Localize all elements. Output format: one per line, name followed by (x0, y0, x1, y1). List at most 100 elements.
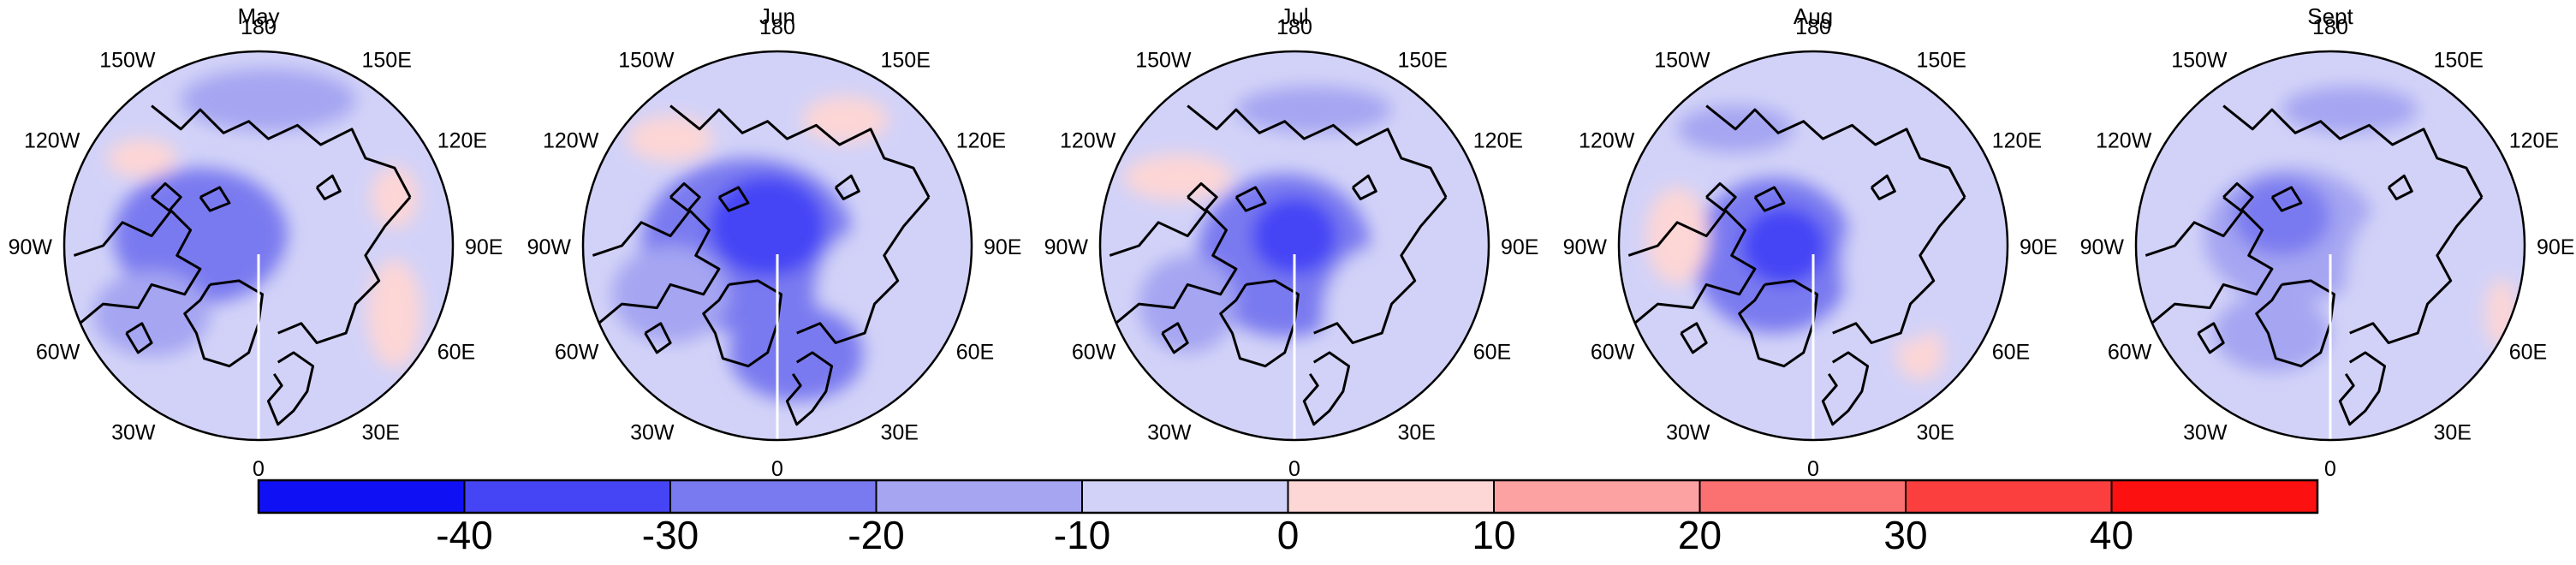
longitude-label: 90E (1501, 235, 1538, 259)
coastline (1627, 209, 1757, 324)
longitude-label: 30W (630, 421, 675, 445)
longitude-label: 60W (1591, 341, 1635, 365)
longitude-label: 150E (1917, 48, 1966, 72)
longitude-label: 30W (1147, 421, 1192, 445)
colorbar-swatch (1287, 479, 1495, 514)
coastline (2222, 104, 2484, 199)
longitude-label: 60W (555, 341, 599, 365)
coastline (277, 196, 412, 344)
colorbar-tick-label: 20 (1678, 513, 1722, 557)
longitude-label: 150E (362, 48, 412, 72)
longitude-label: 150E (881, 48, 931, 72)
longitude-label: 120E (1992, 129, 2042, 153)
longitude-label: 180 (1795, 15, 1831, 39)
longitude-label: 90E (984, 235, 1021, 259)
coastline (1351, 174, 1377, 200)
coastline (183, 279, 264, 368)
coastline (1832, 196, 1966, 344)
panel-title: Jul (1280, 3, 1308, 29)
colorbar-tick-label: 30 (1883, 513, 1927, 557)
coastline (1753, 186, 1786, 212)
coastline (2222, 181, 2254, 212)
field-region (1139, 255, 1236, 353)
field-region (1324, 246, 1441, 382)
field-region (1123, 154, 1233, 201)
coastline (2197, 322, 2225, 354)
coastline (73, 209, 202, 324)
longitude-label: 120E (437, 129, 487, 153)
colorbar-swatch (258, 479, 466, 514)
longitude-label: 120E (2509, 129, 2559, 153)
coastline (717, 186, 750, 212)
coastline (785, 351, 834, 426)
longitude-label: 120W (1579, 129, 1635, 153)
colorbar-swatch (2110, 479, 2318, 514)
coastline (199, 186, 231, 212)
longitude-label: 120W (24, 129, 80, 153)
longitude-label: 30E (1917, 421, 1954, 445)
coastlines (1109, 104, 1448, 426)
longitude-label: 120E (1473, 129, 1523, 153)
colorbar-swatch (1081, 479, 1289, 514)
map-border (1617, 50, 2009, 442)
longitude-label: 60E (437, 341, 475, 365)
field-region (628, 115, 714, 163)
colorbar-swatch (669, 479, 878, 514)
coastline (702, 279, 782, 368)
longitude-label: 0 (1807, 457, 1819, 481)
field-region (1741, 206, 1827, 285)
colorbar-tick-label: 10 (1472, 513, 1515, 557)
coastline (1234, 186, 1267, 212)
colorbar-tick-label: -40 (436, 513, 492, 557)
longitude-label: 60E (956, 341, 994, 365)
colorbar-tick-label: -20 (848, 513, 904, 557)
longitude-label: 150W (1654, 48, 1710, 72)
longitude-label: 90W (9, 235, 53, 259)
field-region (2282, 86, 2418, 134)
map-border (1098, 50, 1490, 442)
coastline (125, 322, 153, 354)
coastline (592, 209, 721, 324)
coastline (2270, 186, 2303, 212)
coastline (1187, 104, 1448, 199)
panel-title: May (237, 3, 279, 29)
colorbar-tick-label: 40 (2090, 513, 2133, 557)
longitude-label: 30E (1398, 421, 1436, 445)
field-region (2233, 177, 2330, 256)
longitude-label: 30E (362, 421, 400, 445)
longitude-label: 150W (618, 48, 675, 72)
coastline (669, 181, 701, 212)
coastline (1705, 181, 1737, 212)
longitude-label: 180 (759, 15, 795, 39)
field-region (367, 259, 422, 369)
coastline (151, 181, 182, 212)
map-border (581, 50, 973, 442)
coastline (151, 104, 412, 199)
colorbar: -40 -30 -20 -10 0 10 20 30 40 (257, 479, 2319, 557)
longitude-label: 30E (881, 421, 919, 445)
colorbar-swatch (1493, 479, 1701, 514)
field-region (1252, 197, 1337, 276)
longitude-label: 150E (1398, 48, 1448, 72)
longitude-label: 60W (2108, 341, 2152, 365)
coastlines (592, 104, 931, 426)
longitude-label: 90E (2537, 235, 2574, 259)
coastlines (1627, 104, 1966, 426)
colorbar-swatch (1698, 479, 1907, 514)
longitude-label: 30W (1666, 421, 1710, 445)
longitude-label: 60W (1072, 341, 1116, 365)
longitude-label: 120W (543, 129, 599, 153)
longitude-label: 120W (1060, 129, 1116, 153)
field-region (176, 197, 263, 276)
coastline (1821, 351, 1870, 426)
longitude-label: 30W (2183, 421, 2228, 445)
longitude-label: 0 (1288, 457, 1300, 481)
coastline (2387, 174, 2413, 200)
field-region (2213, 294, 2330, 372)
